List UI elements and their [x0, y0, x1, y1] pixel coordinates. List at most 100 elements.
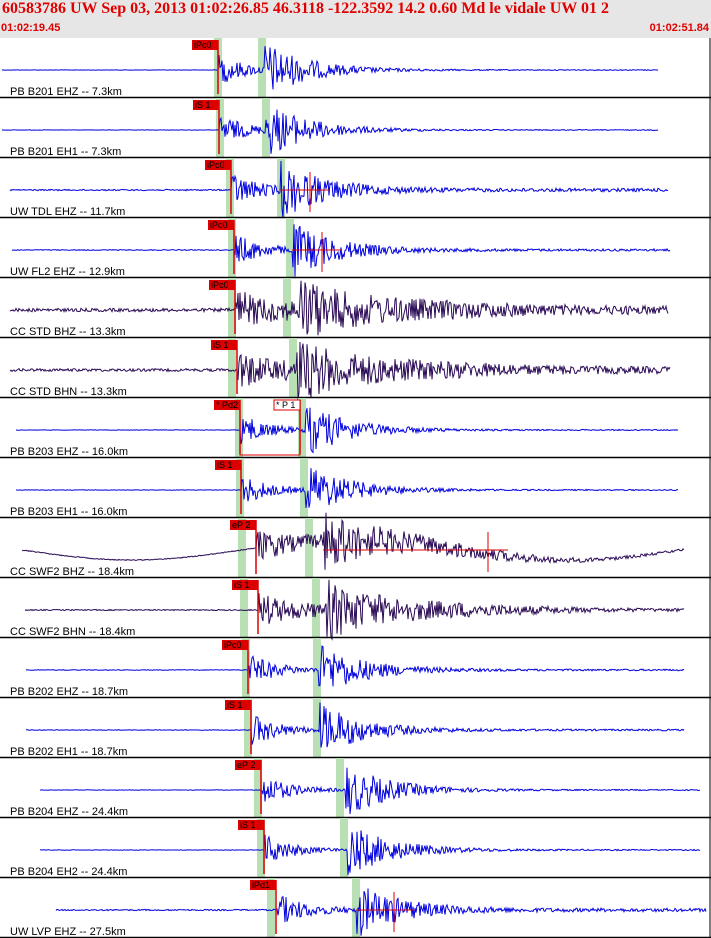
trace-row[interactable]: iS 1 PB B201 EH1 -- 7.3km	[0, 98, 711, 159]
waveform	[24, 579, 685, 641]
p-window	[216, 98, 224, 158]
pick-flag[interactable]	[225, 700, 251, 710]
pick-label: eP 2	[232, 520, 250, 530]
station-label: PB B204 EH2 -- 24.4km	[10, 866, 127, 878]
trace-row[interactable]: iPd1 UW LVP EHZ -- 27.5km	[0, 878, 711, 938]
s-window	[352, 878, 360, 938]
p-window	[238, 518, 246, 578]
trace-row[interactable]: iS 1 CC STD BHN -- 13.3km	[0, 338, 711, 401]
event-title: 60583786 UW Sep 03, 2013 01:02:26.85 46.…	[2, 0, 609, 17]
waveform	[15, 407, 679, 454]
s-window	[283, 278, 291, 338]
waveform	[40, 830, 701, 876]
pick-flag[interactable]	[222, 640, 248, 650]
waveform	[9, 160, 669, 218]
pick-label: iS 1	[195, 100, 211, 110]
pick-label: iPc0	[207, 160, 225, 170]
trace-row[interactable]: iPc0 UW TDL EHZ -- 11.7km	[0, 158, 711, 219]
waveform	[9, 341, 671, 401]
trace-row[interactable]: iS 1 CC SWF2 BHN -- 18.4km	[0, 578, 711, 641]
trace-row[interactable]: eP 2 PB B204 EHZ -- 24.4km	[0, 758, 711, 819]
trace-row[interactable]: iPc0 CC STD BHZ -- 13.3km	[0, 278, 711, 339]
trace-row[interactable]: iS 1 PB B202 EH1 -- 18.7km	[0, 698, 711, 759]
trace-row[interactable]: iS 1 PB B204 EH2 -- 24.4km	[0, 818, 711, 879]
s-window	[313, 698, 321, 758]
waveform	[15, 468, 679, 508]
pick-label: iS 1	[234, 580, 250, 590]
s-window	[262, 98, 270, 158]
pick-flag[interactable]	[211, 340, 237, 350]
station-label: UW FL2 EHZ -- 12.9km	[10, 266, 125, 278]
pick-flag[interactable]	[250, 880, 276, 890]
trace-row[interactable]: iPc0 UW FL2 EHZ -- 12.9km	[0, 218, 711, 279]
pick-flag[interactable]	[232, 580, 258, 590]
trace-panel[interactable]: iPc0 PB B201 EHZ -- 7.3km iS 1 PB B201 EH1 …	[0, 38, 711, 938]
pick-flag[interactable]	[235, 760, 261, 770]
pick-flag[interactable]	[238, 820, 264, 830]
s-window	[258, 38, 266, 98]
waveform	[21, 512, 685, 570]
p-window	[228, 338, 236, 398]
station-label: CC STD BHZ -- 13.3km	[10, 326, 126, 338]
waveform	[25, 645, 685, 687]
p-window	[228, 218, 236, 278]
station-label: CC SWF2 BHN -- 18.4km	[10, 626, 135, 638]
s-window	[313, 638, 321, 698]
pick-label: iPc0	[211, 280, 229, 290]
station-label: PB B201 EH1 -- 7.3km	[10, 146, 121, 158]
p-window	[254, 758, 262, 818]
traces-canvas[interactable]: iPc0 PB B201 EHZ -- 7.3km iS 1 PB B201 EH1 …	[0, 38, 711, 938]
waveform	[1, 109, 659, 154]
p-window	[235, 398, 243, 458]
station-label: UW TDL EHZ -- 11.7km	[10, 206, 125, 218]
pick-label: iPc0	[210, 220, 228, 230]
waveform	[39, 767, 701, 815]
pick-flag[interactable]	[193, 100, 219, 110]
p-window	[267, 878, 275, 938]
p-window	[244, 698, 252, 758]
station-label: CC STD BHN -- 13.3km	[10, 386, 127, 398]
station-label: PB B201 EHZ -- 7.3km	[10, 86, 122, 98]
s-window	[286, 218, 294, 278]
waveform	[55, 888, 707, 936]
trace-row[interactable]: iPc0 PB B201 EHZ -- 7.3km	[0, 38, 711, 99]
s-window	[340, 818, 348, 878]
station-label: CC SWF2 BHZ -- 18.4km	[10, 566, 134, 578]
p-window	[226, 158, 234, 218]
s-window	[277, 158, 285, 218]
p-window	[228, 278, 236, 338]
trace-row[interactable]: eP 2 CC SWF2 BHZ -- 18.4km	[0, 512, 711, 579]
pick2-label: * P 1	[276, 400, 295, 410]
station-label: PB B203 EHZ -- 16.0km	[10, 446, 128, 458]
pick-flag[interactable]	[215, 460, 241, 470]
pick-flag[interactable]	[230, 520, 256, 530]
s-window	[312, 578, 320, 638]
pick-label: iS 1	[227, 700, 243, 710]
p-window	[240, 578, 248, 638]
pick-label: * Pd2	[216, 400, 238, 410]
waveform	[9, 280, 669, 336]
station-label: PB B202 EH1 -- 18.7km	[10, 746, 127, 758]
waveform	[1, 46, 659, 90]
station-label: PB B202 EHZ -- 18.7km	[10, 686, 128, 698]
p-window	[236, 458, 244, 518]
event-header: 60583786 UW Sep 03, 2013 01:02:26.85 46.…	[0, 0, 711, 38]
pick-label: iS 1	[213, 340, 229, 350]
trace-row[interactable]: iPc0 PB B202 EHZ -- 18.7km	[0, 638, 711, 699]
pick-label: iPd1	[252, 880, 270, 890]
pick-flag[interactable]	[214, 400, 240, 410]
trace-row[interactable]: iS 1 PB B203 EH1 -- 16.0km	[0, 458, 711, 519]
p-window	[257, 818, 265, 878]
pick-label: iPc0	[194, 40, 212, 50]
trace-row[interactable]: * Pd2 * P 1 PB B203 EHZ -- 16.0km	[0, 398, 711, 459]
s-window	[300, 458, 308, 518]
pick-flag[interactable]	[192, 40, 218, 50]
amp-window	[239, 402, 301, 456]
waveform	[25, 702, 685, 748]
start-time: 01:02:19.45	[1, 22, 61, 34]
pick-flag[interactable]	[209, 280, 235, 290]
pick-flag[interactable]	[205, 160, 231, 170]
pick-label: iPc0	[224, 640, 242, 650]
pick-flag[interactable]	[208, 220, 234, 230]
